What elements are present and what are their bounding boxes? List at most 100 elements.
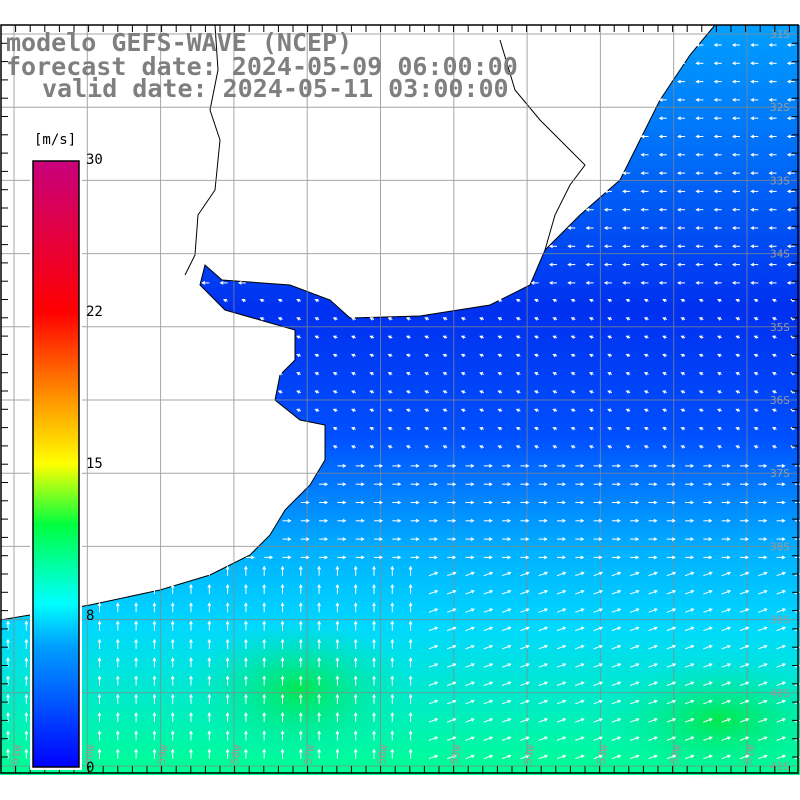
wind-arrow-head — [408, 693, 413, 698]
wind-arrow — [593, 681, 603, 686]
wind-arrow — [538, 755, 548, 760]
wind-arrow — [611, 572, 621, 577]
wind-arrow-head — [544, 754, 549, 759]
wind-arrow-head — [690, 644, 695, 649]
wind-arrow — [666, 590, 676, 595]
wind-arrow-head — [753, 445, 758, 449]
wind-arrow-head — [298, 712, 303, 716]
wind-arrow-head — [335, 583, 340, 588]
wind-arrow — [703, 736, 713, 741]
wind-arrow-head — [534, 445, 539, 449]
wind-arrow-head — [434, 754, 439, 759]
river-border — [184, 24, 586, 276]
wind-arrow-head — [731, 189, 736, 194]
wind-arrow — [538, 681, 548, 686]
wind-arrow — [703, 755, 713, 760]
wind-arrow-head — [262, 620, 267, 625]
wind-arrow-head — [372, 602, 376, 607]
wind-arrow-head — [397, 518, 402, 523]
wind-arrow-head — [717, 298, 722, 303]
wind-arrow-head — [607, 445, 612, 449]
wind-arrow-head — [152, 583, 157, 588]
wind-arrow-head — [653, 464, 658, 468]
wind-arrow — [483, 572, 493, 577]
wind-arrow-head — [115, 638, 120, 643]
wind-arrow-head — [369, 408, 374, 413]
wind-arrow — [794, 738, 800, 741]
colorbar-tick-label: 15 — [86, 456, 103, 472]
wind-arrow — [648, 700, 658, 705]
wind-arrow-head — [489, 589, 494, 594]
wind-arrow-head — [768, 134, 773, 139]
wind-arrow-head — [479, 353, 484, 358]
wind-arrow-head — [434, 518, 438, 523]
wind-arrow-head — [387, 390, 392, 394]
colorbar — [32, 160, 80, 768]
wind-arrow — [465, 590, 475, 595]
wind-arrow-head — [570, 353, 575, 358]
wind-arrow-head — [580, 644, 585, 649]
wind-arrow-head — [515, 353, 520, 358]
wind-arrow — [556, 736, 566, 741]
wind-arrow-head — [298, 657, 303, 662]
wind-arrow-head — [415, 518, 420, 523]
wind-arrow — [611, 718, 621, 723]
wind-arrow — [538, 608, 548, 613]
wind-arrow-head — [677, 171, 681, 175]
wind-arrow-head — [298, 602, 303, 607]
wind-arrow-head — [335, 693, 340, 698]
wind-arrow — [593, 718, 603, 723]
wind-arrow — [501, 755, 511, 760]
wind-arrow-head — [786, 244, 791, 249]
wind-arrow-head — [408, 638, 413, 643]
wind-arrow — [538, 718, 548, 723]
wind-arrow-head — [470, 644, 475, 649]
wind-arrow-head — [562, 644, 567, 649]
wind-arrow-head — [497, 335, 502, 339]
wind-arrow-head — [488, 555, 493, 560]
wind-arrow-head — [470, 571, 475, 576]
wind-arrow-head — [479, 426, 484, 431]
wind-arrow-head — [298, 620, 303, 625]
wind-arrow-head — [219, 281, 224, 285]
wind-arrow-head — [479, 408, 484, 413]
wind-arrow-head — [452, 626, 457, 631]
wind-arrow-head — [544, 608, 549, 612]
wind-arrow-head — [379, 482, 384, 487]
wind-arrow-head — [332, 372, 337, 376]
wind-arrow-head — [222, 298, 227, 303]
wind-arrow-head — [534, 426, 539, 431]
wind-arrow-head — [280, 602, 285, 607]
wind-arrow-head — [690, 608, 695, 612]
wind-arrow-head — [786, 281, 791, 285]
wind-arrow-head — [731, 226, 736, 230]
wind-arrow — [501, 590, 511, 595]
wind-arrow-head — [677, 244, 681, 249]
wind-arrow-head — [552, 445, 557, 449]
wind-arrow-head — [598, 555, 603, 560]
wind-arrow-head — [489, 571, 494, 576]
wind-arrow-head — [97, 602, 102, 607]
wind-arrow-head — [617, 626, 622, 631]
wind-arrow-head — [470, 589, 475, 594]
wind-arrow — [721, 627, 731, 632]
wind-arrow-head — [562, 589, 567, 594]
wind-arrow-head — [497, 372, 502, 376]
wind-arrow-head — [544, 644, 549, 649]
wind-arrow — [758, 718, 767, 723]
wind-arrow-head — [424, 353, 429, 358]
wind-arrow-head — [225, 657, 230, 662]
wind-arrow — [483, 645, 493, 650]
wind-arrow-head — [342, 518, 347, 523]
wind-arrow — [666, 681, 676, 686]
wind-arrow-head — [170, 657, 175, 662]
wind-arrow — [684, 663, 694, 668]
wind-arrow-head — [332, 445, 337, 449]
wind-arrow-head — [507, 482, 512, 487]
wind-arrow-head — [695, 116, 700, 121]
wind-arrow-head — [786, 152, 791, 157]
wind-arrow — [556, 755, 566, 760]
wind-arrow-head — [717, 445, 722, 449]
wind-arrow-head — [360, 518, 365, 523]
wind-arrow-head — [397, 555, 402, 560]
